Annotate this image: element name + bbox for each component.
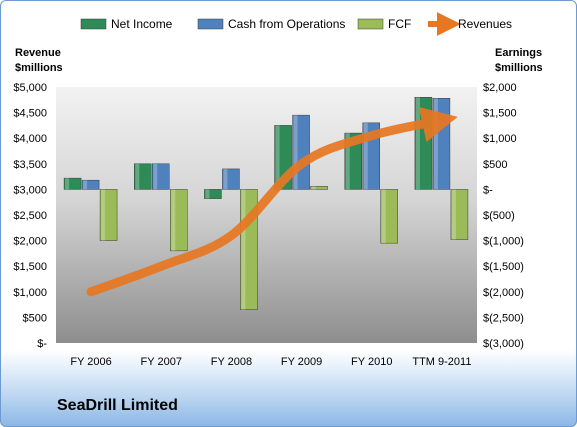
bar-net-income — [344, 132, 362, 190]
bar-fcf — [99, 189, 118, 241]
x-tick-label: FY 2009 — [281, 356, 322, 368]
bar-highlight — [293, 115, 298, 190]
left-tick-label: $2,000 — [13, 236, 47, 248]
legend-swatch — [80, 18, 107, 30]
bar-highlight — [311, 186, 316, 190]
left-tick-label: $1,000 — [13, 287, 47, 299]
bar-fcf — [380, 189, 398, 244]
legend-item-fcf: FCF — [357, 17, 411, 31]
bar-highlight — [415, 97, 420, 190]
left-axis-title-line2: $millions — [15, 62, 63, 74]
x-tick-label: TTM 9-2011 — [412, 356, 471, 368]
left-tick-label: $3,500 — [13, 159, 47, 171]
left-tick-label: $3,000 — [13, 184, 47, 196]
left-axis-title-line1: Revenue — [15, 47, 61, 59]
bar-highlight — [171, 189, 176, 251]
bar-fcf — [170, 189, 188, 252]
right-tick-label: $- — [483, 184, 493, 196]
legend-label: Cash from Operations — [228, 17, 345, 31]
left-tick-label: $4,500 — [13, 108, 47, 120]
left-tick-label: $500 — [23, 312, 47, 324]
x-tick-label: FY 2010 — [351, 356, 392, 368]
bar-cash-from-operations — [222, 168, 240, 190]
bar-highlight — [135, 163, 140, 190]
left-tick-label: $1,500 — [13, 261, 47, 273]
bar-highlight — [65, 178, 70, 190]
right-axis-title-line1: Earnings — [495, 47, 542, 59]
legend-swatch — [197, 18, 224, 30]
bar-highlight — [241, 189, 246, 310]
legend-label: FCF — [388, 17, 411, 31]
legend-item-revenues: Revenues — [428, 12, 512, 36]
legend-label: Net Income — [111, 17, 173, 31]
right-tick-label: $500 — [483, 159, 507, 171]
bar-net-income — [63, 177, 82, 190]
right-tick-label: $(1,000) — [483, 236, 524, 248]
x-tick-label: FY 2007 — [141, 356, 182, 368]
left-tick-label: $- — [37, 338, 47, 350]
bar-highlight — [451, 189, 456, 240]
right-tick-label: $2,000 — [483, 82, 517, 94]
bar-highlight — [275, 125, 280, 190]
bar-fcf — [310, 186, 328, 190]
bar-cash-from-operations — [152, 163, 170, 190]
bar-highlight — [433, 98, 438, 190]
company-label: SeaDrill Limited — [57, 397, 178, 414]
bar-highlight — [153, 163, 158, 190]
right-tick-label: $(3,000) — [483, 338, 524, 350]
legend-label: Revenues — [458, 17, 512, 31]
revenue-line-path — [86, 106, 458, 297]
legend: Net Income Cash from Operations FCF Revenue… — [80, 12, 512, 36]
x-tick-label: FY 2006 — [70, 356, 111, 368]
right-axis: $(3,000) $(2,500) $(2,000) $(1,500) $(1,000)… — [483, 82, 524, 350]
right-tick-label: $(1,500) — [483, 261, 524, 273]
bar-highlight — [205, 189, 210, 199]
bar-highlight — [101, 189, 106, 241]
left-tick-label: $2,500 — [13, 210, 47, 222]
right-tick-label: $1,500 — [483, 108, 517, 120]
right-axis-title-line2: $millions — [495, 62, 543, 74]
left-tick-label: $5,000 — [13, 82, 47, 94]
bar-highlight — [345, 133, 350, 190]
right-tick-label: $1,000 — [483, 133, 517, 145]
left-tick-label: $4,000 — [13, 133, 47, 145]
bar-cash-from-operations — [81, 179, 100, 190]
legend-item-net-income: Net Income — [80, 17, 173, 31]
left-axis: $- $500 $1,000 $1,500 $2,000 $2,500 $3,000 $3,5… — [13, 82, 47, 350]
bar-fcf — [450, 189, 469, 240]
legend-swatch — [357, 18, 384, 30]
legend-item-cash-from-operations: Cash from Operations — [197, 17, 345, 31]
bar-net-income — [204, 189, 222, 199]
bar-highlight — [83, 180, 88, 190]
bar-highlight — [363, 122, 368, 190]
revenue-series — [86, 106, 458, 297]
right-tick-label: $(2,500) — [483, 312, 524, 324]
x-tick-label: FY 2008 — [211, 356, 252, 368]
right-tick-label: $(2,000) — [483, 287, 524, 299]
bar-highlight — [223, 168, 228, 190]
right-tick-label: $(500) — [483, 210, 515, 222]
bar-highlight — [381, 189, 386, 244]
x-axis: FY 2006 FY 2007 FY 2008 FY 2009 FY 2010 TTM 9… — [70, 356, 471, 368]
bar-net-income — [134, 163, 152, 190]
